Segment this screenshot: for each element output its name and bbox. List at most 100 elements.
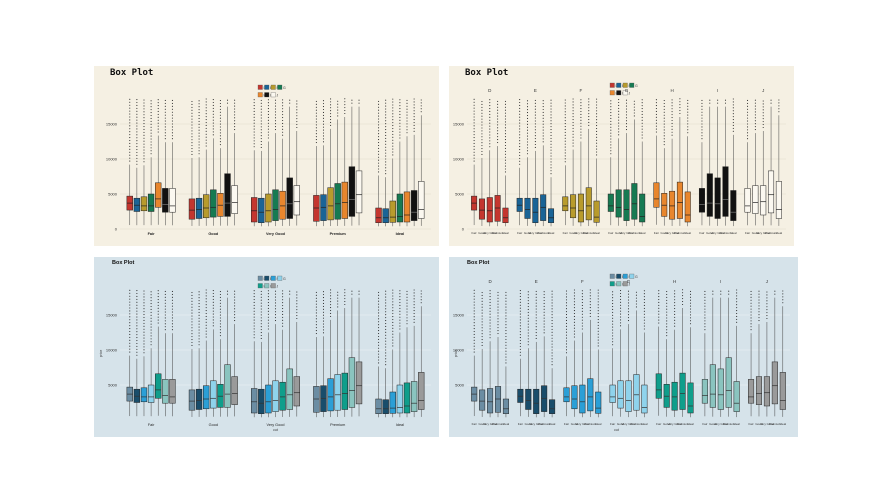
outlier-point: [150, 106, 152, 108]
outlier-point: [315, 309, 317, 311]
outlier-point: [191, 341, 193, 344]
outlier-point: [519, 104, 521, 106]
outlier-point: [392, 313, 394, 315]
box: [533, 388, 540, 414]
outlier-point: [171, 132, 173, 134]
outlier-point: [330, 121, 332, 124]
outlier-point: [717, 99, 719, 101]
outlier-point: [618, 116, 620, 118]
outlier-point: [392, 304, 394, 306]
outlier-point: [534, 126, 536, 128]
outlier-point: [399, 322, 401, 324]
legend-swatch: [270, 283, 276, 289]
box: [169, 379, 176, 404]
outlier-point: [504, 112, 507, 114]
outlier-point: [385, 346, 387, 348]
outlier-point: [136, 304, 138, 306]
outlier-point: [641, 105, 643, 107]
outlier-point: [754, 129, 756, 131]
outlier-point: [481, 303, 483, 305]
outlier-point: [519, 140, 521, 142]
outlier-point: [385, 140, 387, 142]
outlier-point: [526, 153, 529, 155]
box: [486, 197, 493, 223]
outlier-point: [627, 311, 630, 313]
outlier-point: [260, 290, 262, 292]
outlier-point: [666, 314, 668, 316]
outlier-point: [219, 320, 221, 322]
outlier-point: [234, 308, 236, 310]
box: [714, 177, 721, 219]
outlier-point: [136, 122, 138, 124]
outlier-point: [551, 305, 553, 307]
outlier-point: [674, 322, 676, 324]
outlier-point: [129, 154, 131, 156]
outlier-point: [198, 338, 200, 340]
outlier-point: [504, 100, 507, 102]
outlier-point: [392, 133, 394, 135]
outlier-point: [724, 102, 727, 104]
outlier-point: [588, 98, 590, 100]
legend-swatch: [264, 275, 270, 281]
outlier-point: [136, 337, 138, 339]
outlier-point: [191, 318, 193, 320]
box: [730, 190, 737, 221]
outlier-point: [136, 313, 138, 315]
outlier-point: [274, 102, 277, 104]
outlier-point: [253, 105, 255, 107]
outlier-point: [612, 291, 614, 293]
outlier-point: [682, 295, 684, 297]
outlier-point: [481, 118, 483, 120]
outlier-point: [565, 352, 568, 354]
outlier-point: [565, 296, 568, 298]
outlier-point: [550, 149, 552, 151]
outlier-point: [205, 121, 207, 124]
outlier-point: [322, 320, 325, 322]
outlier-point: [198, 153, 200, 155]
outlier-point: [205, 130, 207, 132]
outlier-point: [191, 306, 193, 308]
outlier-point: [473, 301, 475, 303]
outlier-point: [164, 129, 166, 131]
outlier-point: [399, 134, 401, 136]
outlier-point: [413, 298, 415, 300]
outlier-point: [315, 115, 317, 117]
outlier-point: [625, 117, 628, 119]
outlier-point: [782, 293, 784, 295]
outlier-point: [322, 120, 325, 122]
outlier-point: [385, 117, 387, 119]
outlier-point: [754, 114, 756, 116]
legend-swatch: [622, 281, 628, 287]
outlier-point: [282, 105, 284, 107]
outlier-point: [526, 106, 529, 108]
outlier-point: [565, 302, 568, 304]
outlier-point: [234, 314, 236, 316]
outlier-point: [296, 112, 298, 114]
box: [525, 388, 532, 410]
outlier-point: [754, 105, 756, 107]
outlier-point: [689, 302, 692, 304]
outlier-point: [253, 337, 255, 339]
outlier-point: [588, 101, 590, 103]
outlier-point: [157, 313, 159, 315]
outlier-point: [519, 298, 521, 300]
outlier-point: [143, 99, 145, 101]
outlier-point: [315, 303, 317, 305]
outlier-point: [612, 297, 614, 299]
outlier-point: [274, 308, 277, 310]
outlier-point: [150, 305, 152, 308]
box: [779, 372, 786, 410]
outlier-point: [315, 100, 317, 102]
box: [195, 388, 203, 410]
outlier-point: [625, 102, 628, 104]
outlier-point: [618, 107, 620, 109]
outlier-point: [378, 153, 380, 155]
outlier-point: [385, 331, 387, 333]
x-tick-label: Ideal: [730, 231, 737, 235]
outlier-point: [378, 306, 380, 308]
outlier-point: [550, 111, 552, 113]
outlier-point: [527, 320, 529, 322]
outlier-point: [198, 317, 200, 319]
outlier-point: [666, 320, 668, 322]
outlier-point: [542, 111, 544, 113]
